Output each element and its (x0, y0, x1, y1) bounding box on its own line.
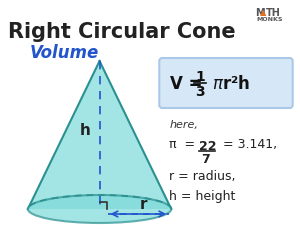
Text: h = height: h = height (169, 189, 236, 202)
Text: $\pi$r²h: $\pi$r²h (212, 75, 250, 93)
Text: here,: here, (169, 120, 198, 130)
Text: 7: 7 (201, 152, 210, 165)
Text: Right Circular Cone: Right Circular Cone (8, 22, 236, 42)
Text: V =: V = (170, 75, 208, 93)
Text: h: h (80, 123, 91, 138)
Polygon shape (28, 62, 171, 209)
Text: = 3.141,: = 3.141, (219, 138, 277, 150)
Text: Volume: Volume (30, 44, 99, 62)
Text: M: M (255, 8, 265, 18)
Text: 3: 3 (195, 85, 205, 98)
Text: 22: 22 (199, 140, 217, 152)
Text: ▲: ▲ (260, 8, 266, 17)
Ellipse shape (28, 195, 171, 223)
Text: r: r (140, 197, 148, 212)
Text: r = radius,: r = radius, (169, 169, 236, 182)
Text: MONKS: MONKS (257, 17, 284, 22)
FancyBboxPatch shape (159, 59, 293, 108)
Text: 1: 1 (195, 70, 205, 84)
Text: TH: TH (266, 8, 281, 18)
Text: π  =: π = (169, 138, 200, 150)
